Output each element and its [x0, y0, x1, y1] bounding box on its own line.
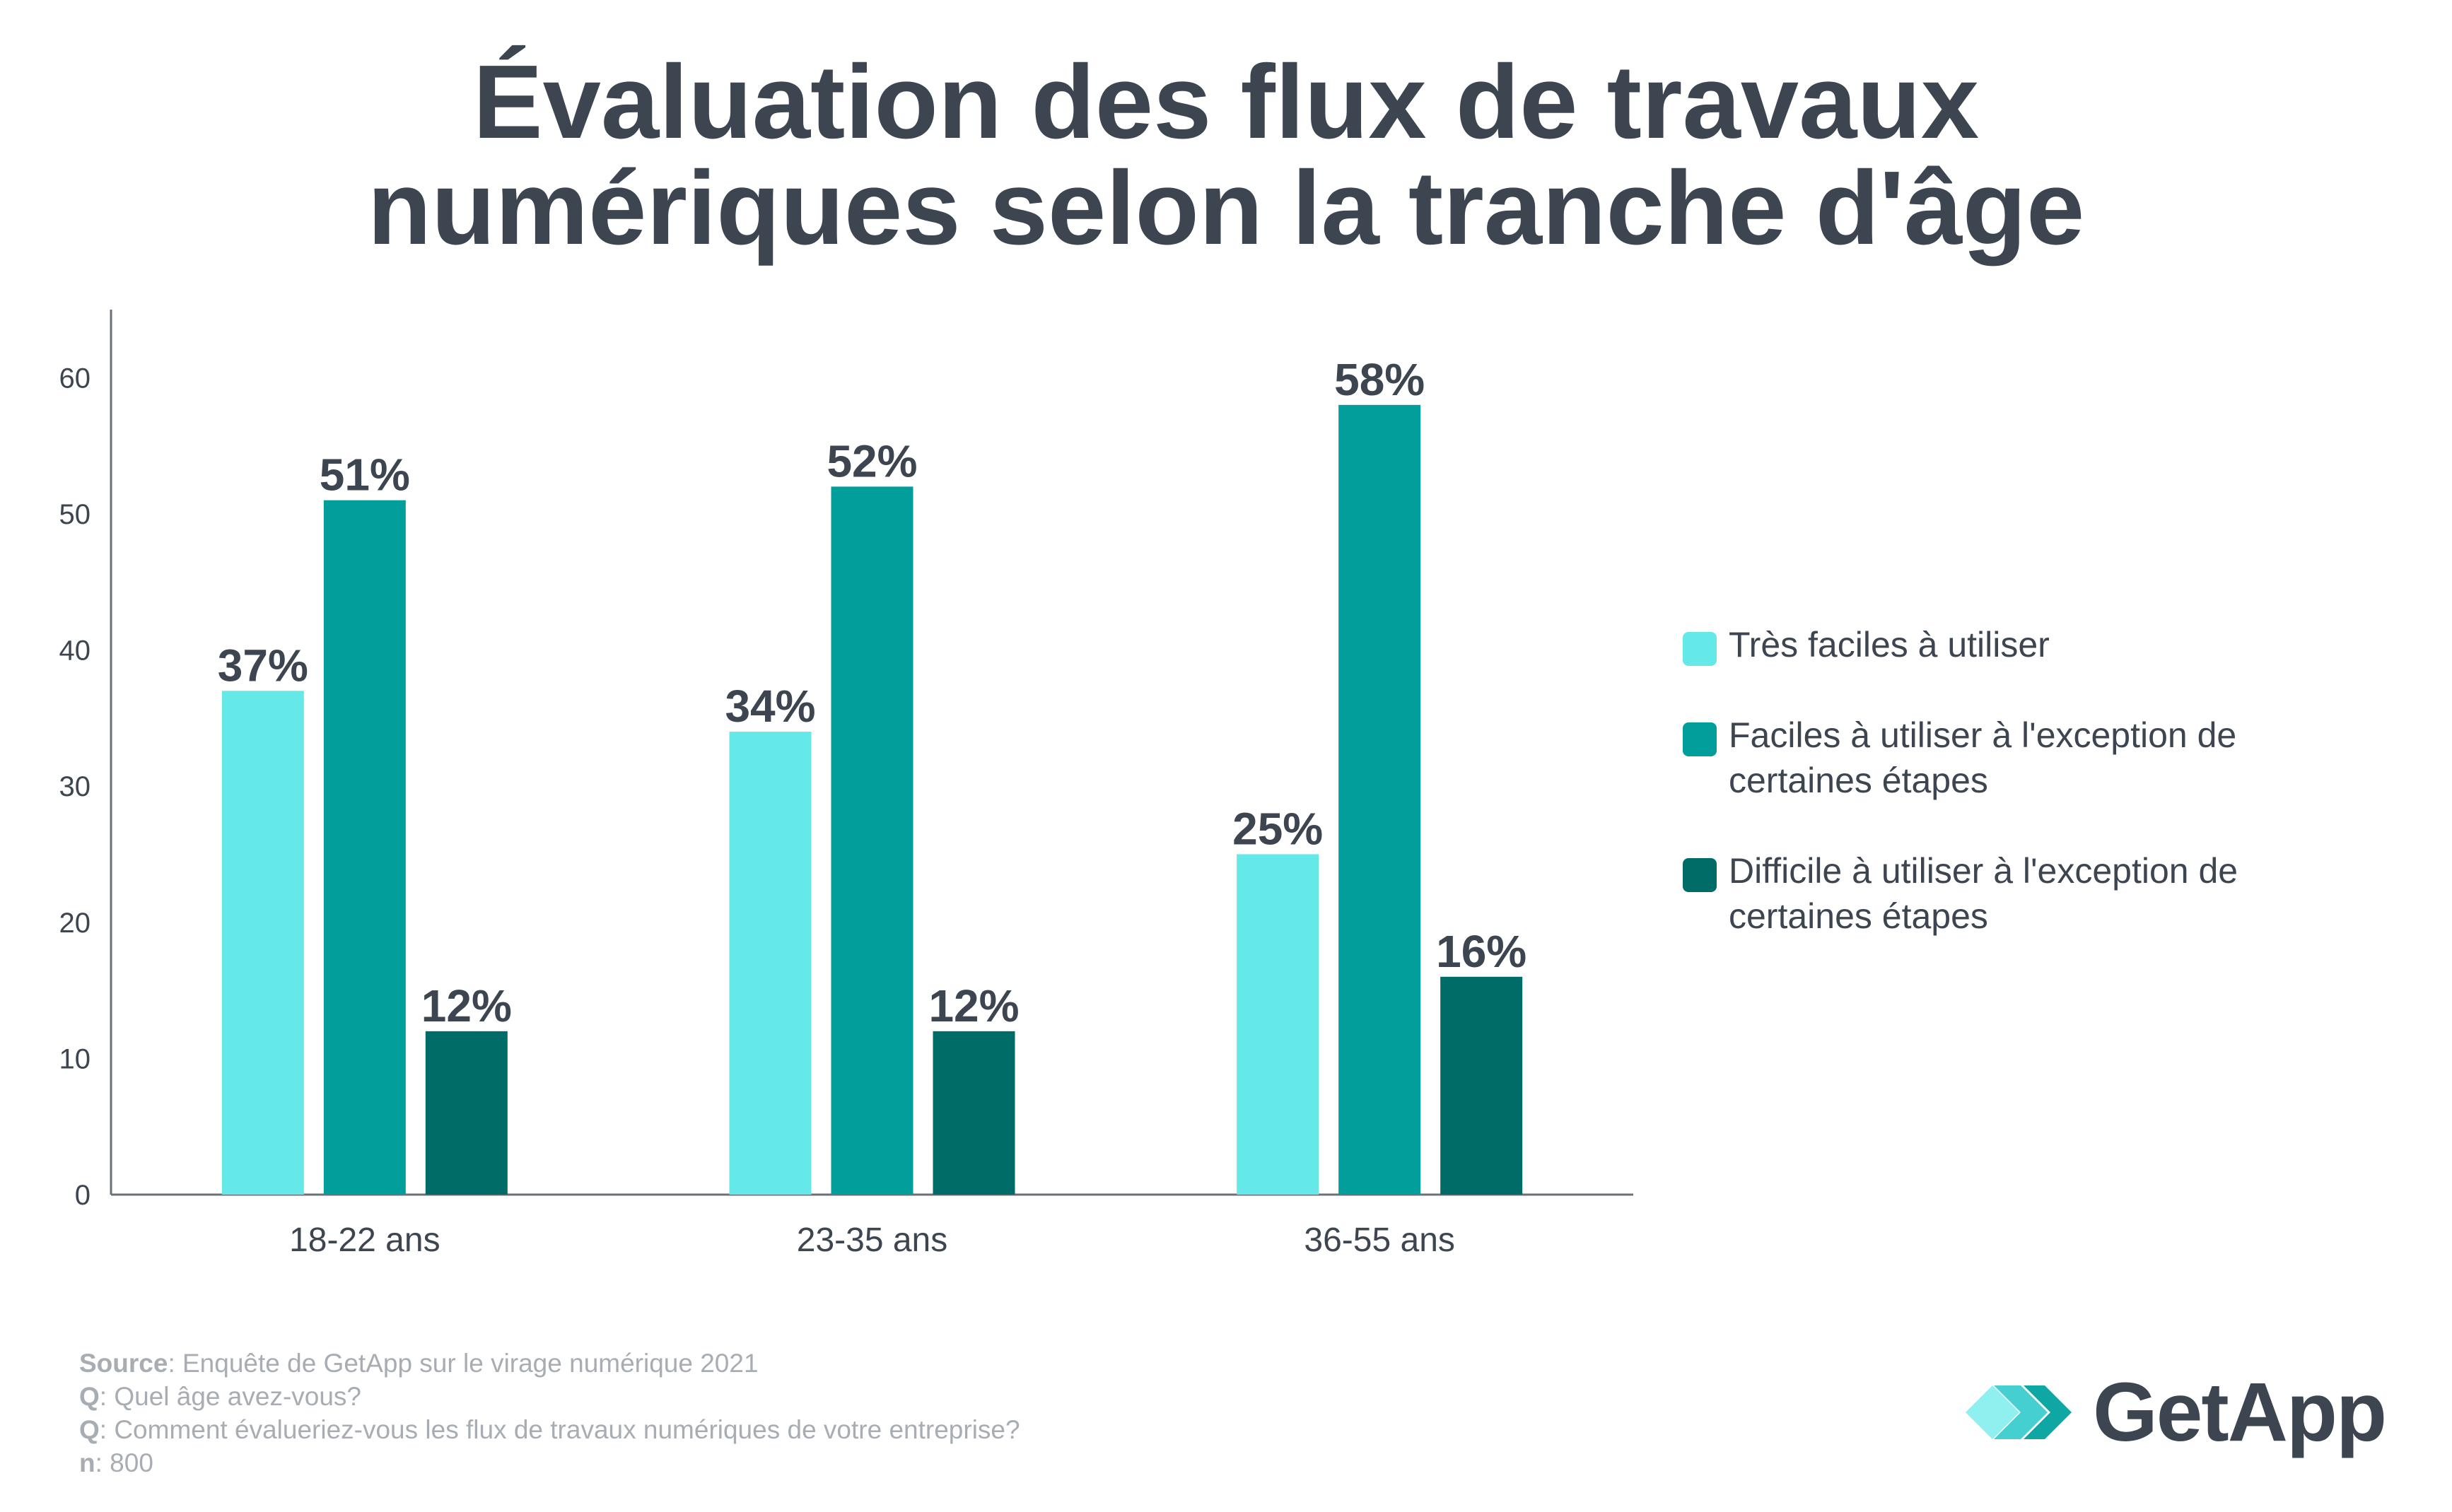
data-label: 37% [218, 640, 308, 691]
bar-chart: 0 10 20 30 40 50 60 37% 51% 12% 18-22 ans 34% 52% 12%… [59, 310, 1633, 1259]
y-tick-label: 0 [75, 1180, 91, 1211]
y-tick-label: 20 [59, 908, 91, 939]
legend-label-line-1: Difficile à utiliser à l'exception de [1729, 851, 2238, 891]
y-tick-label: 30 [59, 771, 91, 802]
footer-q1-key: Q [79, 1382, 100, 1411]
footer-question-2: Q: Comment évalueriez-vous les flux de t… [79, 1413, 1020, 1446]
footer-source-text: : Enquête de GetApp sur le virage numéri… [168, 1349, 759, 1378]
bar [221, 691, 304, 1195]
data-label: 51% [320, 450, 410, 500]
footer-n-key: n [79, 1448, 95, 1477]
legend-label-line-2: certaines étapes [1729, 896, 1988, 936]
data-label: 58% [1334, 354, 1425, 405]
footer-source-key: Source [79, 1349, 168, 1378]
legend-swatch [1683, 632, 1717, 666]
data-label: 34% [725, 681, 815, 732]
y-tick-label: 60 [59, 363, 91, 394]
footer-n-text: : 800 [95, 1448, 153, 1477]
footer-source: Source: Enquête de GetApp sur le virage … [79, 1347, 1020, 1380]
data-label: 25% [1232, 803, 1323, 854]
footer-q2-text: : Comment évalueriez-vous les flux de tr… [99, 1415, 1020, 1444]
chart-title-line-2: numériques selon la tranche d'âge [367, 150, 2085, 266]
x-tick-label: 36-55 ans [1304, 1221, 1455, 1259]
bar [425, 1031, 508, 1195]
getapp-logo-text: GetApp [2093, 1366, 2387, 1459]
bar [1440, 976, 1523, 1195]
legend-label-line-1: Très faciles à utiliser [1729, 625, 2050, 664]
data-label: 16% [1436, 926, 1526, 977]
data-label: 12% [928, 980, 1019, 1031]
data-label: 12% [421, 980, 512, 1031]
y-tick-label: 40 [59, 635, 91, 667]
footer-q1-text: : Quel âge avez-vous? [99, 1382, 361, 1411]
footer-sample-size: n: 800 [79, 1446, 1020, 1479]
legend-item-difficile: Difficile à utiliser à l'exception de ce… [1683, 848, 2393, 939]
legend-label-line-2: certaines étapes [1729, 761, 1988, 800]
legend-item-tres-faciles: Très faciles à utiliser [1683, 622, 2393, 667]
bar [1338, 404, 1421, 1195]
x-tick-label: 23-35 ans [797, 1221, 948, 1259]
footer-q2-key: Q [79, 1415, 100, 1444]
bar [831, 486, 913, 1195]
chart-title: Évaluation des flux de travaux numérique… [0, 49, 2452, 262]
legend-label-line-1: Faciles à utiliser à l'exception de [1729, 715, 2237, 755]
legend-swatch [1683, 858, 1717, 892]
x-tick-label: 18-22 ans [289, 1221, 440, 1259]
data-label: 52% [827, 435, 917, 486]
legend: Très faciles à utiliser Faciles à utilis… [1683, 622, 2393, 939]
y-tick-label: 10 [59, 1043, 91, 1074]
bar [323, 500, 406, 1195]
footer-question-1: Q: Quel âge avez-vous? [79, 1380, 1020, 1413]
getapp-logo: GetApp [1966, 1370, 2411, 1455]
source-footer: Source: Enquête de GetApp sur le virage … [79, 1347, 1020, 1479]
legend-swatch [1683, 722, 1717, 756]
bar [729, 732, 812, 1195]
getapp-logo-icon [1966, 1385, 2072, 1439]
y-tick-label: 50 [59, 499, 91, 530]
bar [1237, 854, 1319, 1195]
chart-title-line-1: Évaluation des flux de travaux [472, 44, 1980, 160]
bar [933, 1031, 1015, 1195]
legend-item-faciles: Faciles à utiliser à l'exception de cert… [1683, 713, 2393, 803]
